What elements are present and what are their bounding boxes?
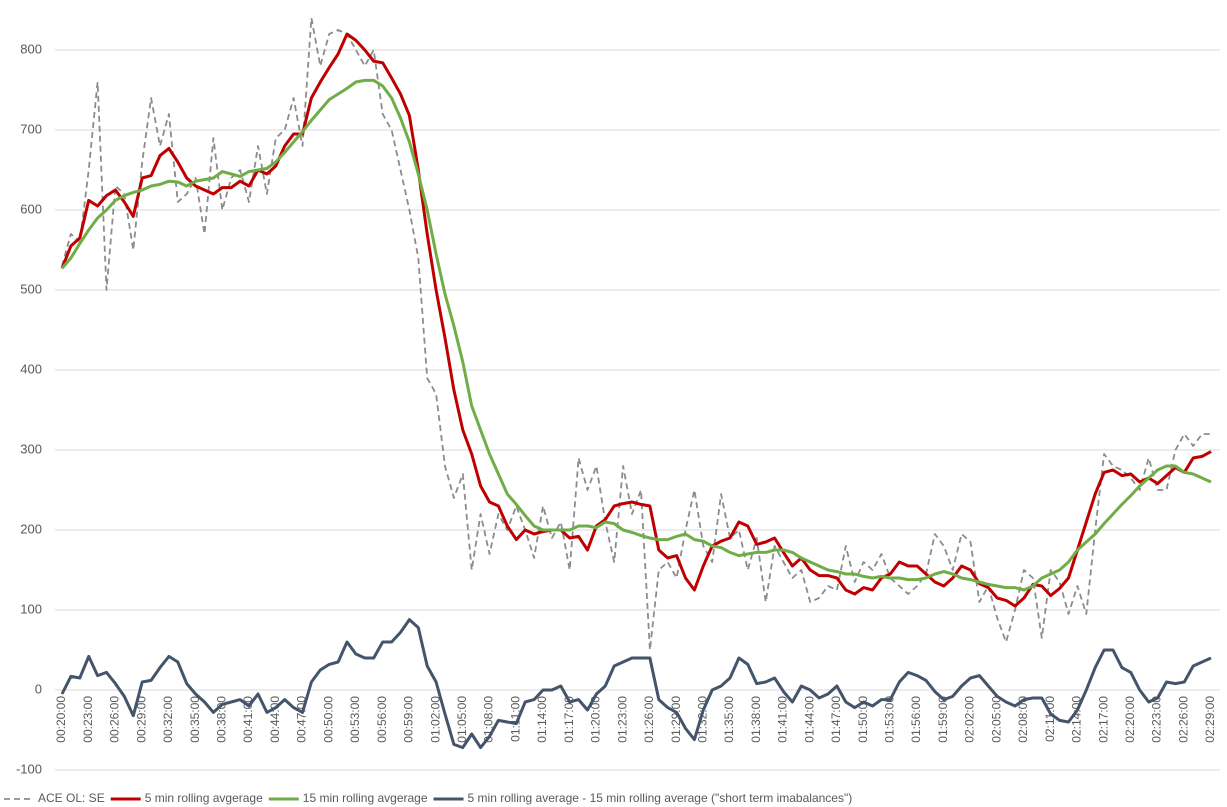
plot: [60, 17, 1212, 750]
x-tick-label: 00:50:00: [321, 696, 335, 743]
y-tick-label: 800: [20, 41, 42, 56]
grid: -100 0 100 200 300 400 500 600 700 800 00:20:00 00:…: [16, 41, 1220, 776]
x-tick-label: 02:08:00: [1016, 696, 1030, 743]
x-tick-label: 02:23:00: [1150, 696, 1164, 743]
x-tick-label: 00:20:00: [54, 696, 68, 743]
y-tick-label: 700: [20, 121, 42, 136]
legend-label: ACE OL: SE: [38, 791, 105, 805]
series-line: [60, 618, 1212, 750]
y-tick-label: 400: [20, 361, 42, 376]
x-tick-label: 01:29:00: [669, 696, 683, 743]
x-tick-label: 02:17:00: [1096, 696, 1110, 743]
x-tick-label: 00:41:00: [241, 696, 255, 743]
y-tick-label: 600: [20, 201, 42, 216]
x-tick-label: 00:53:00: [348, 696, 362, 743]
x-tick-label: 01:14:00: [535, 696, 549, 743]
x-tick-label: 00:44:00: [268, 696, 282, 743]
x-tick-label: 00:59:00: [402, 696, 416, 743]
x-tick-label: 01:41:00: [776, 696, 790, 743]
legend-label: 5 min rolling avgerage: [145, 791, 263, 805]
x-tick-label: 01:53:00: [883, 696, 897, 743]
x-tick-label: 01:59:00: [936, 696, 950, 743]
x-tick-label: 01:47:00: [829, 696, 843, 743]
x-tick-label: 01:02:00: [428, 696, 442, 743]
legend: ACE OL: SE 5 min rolling avgerage 15 min r…: [4, 791, 852, 805]
x-tick-label: 01:56:00: [909, 696, 923, 743]
x-tick-label: 00:26:00: [108, 696, 122, 743]
y-tick-label: 100: [20, 601, 42, 616]
series-line: [61, 17, 1211, 651]
x-tick-label: 01:17:00: [562, 696, 576, 743]
x-tick-label: 01:11:00: [508, 696, 522, 742]
y-tick-label: 200: [20, 521, 42, 536]
x-tick-label: 00:29:00: [134, 696, 148, 743]
y-tick-label: 0: [35, 681, 42, 696]
legend-label: 5 min rolling average - 15 min rolling a…: [468, 791, 853, 805]
x-tick-label: 01:26:00: [642, 696, 656, 743]
series-line: [60, 78, 1212, 592]
x-tick-label: 01:38:00: [749, 696, 763, 743]
x-tick-label: 00:56:00: [375, 696, 389, 743]
x-tick-label: 02:02:00: [963, 696, 977, 743]
x-tick-label: 02:05:00: [989, 696, 1003, 743]
x-tick-label: 01:05:00: [455, 696, 469, 743]
x-tick-label: 00:32:00: [161, 696, 175, 743]
x-tick-label: 01:50:00: [856, 696, 870, 743]
x-tick-label: 00:35:00: [188, 696, 202, 743]
x-tick-label: 01:44:00: [802, 696, 816, 743]
y-tick-label: 300: [20, 441, 42, 456]
series-line: [60, 32, 1212, 608]
x-tick-label: 02:20:00: [1123, 696, 1137, 743]
legend-label: 15 min rolling avgerage: [303, 791, 428, 805]
y-tick-label: -100: [16, 761, 42, 776]
x-tick-label: 01:35:00: [722, 696, 736, 743]
x-tick-label: 01:20:00: [589, 696, 603, 743]
x-tick-label: 02:26:00: [1176, 696, 1190, 743]
x-tick-label: 01:23:00: [615, 696, 629, 743]
x-tick-label: 00:23:00: [81, 696, 95, 743]
y-tick-label: 500: [20, 281, 42, 296]
x-tick-label: 02:29:00: [1203, 696, 1217, 743]
